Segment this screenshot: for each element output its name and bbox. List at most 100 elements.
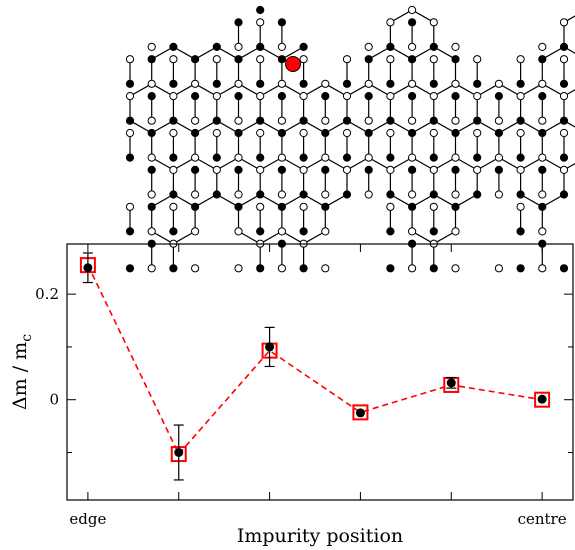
lattice-atom — [234, 264, 243, 273]
lattice-atom — [277, 190, 286, 199]
lattice-atom — [451, 202, 460, 211]
lattice-atom — [451, 79, 460, 88]
lattice-atom — [277, 128, 286, 138]
lattice-bond — [542, 46, 565, 60]
lattice-atom — [256, 153, 265, 162]
lattice-atom — [386, 18, 395, 27]
lattice-atom — [212, 55, 221, 64]
lattice-atom — [342, 153, 352, 162]
lattice-atom — [559, 42, 569, 52]
lattice-atom — [451, 116, 460, 125]
lattice-atom — [256, 202, 265, 211]
lattice-bond — [390, 83, 413, 97]
lattice-atom — [277, 92, 286, 101]
lattice-bond — [498, 157, 521, 171]
lattice-bond — [433, 120, 456, 134]
lattice-atom — [277, 42, 286, 52]
lattice-atom — [364, 55, 373, 64]
y-axis-title: Δm / mc — [9, 334, 35, 410]
lattice-atom — [321, 202, 330, 211]
lattice-bond — [520, 120, 543, 134]
lattice-atom — [277, 55, 286, 64]
lattice-bond — [259, 157, 283, 171]
lattice-atom — [234, 190, 243, 199]
lattice-atom — [451, 153, 460, 162]
lattice-atom — [212, 79, 221, 88]
lattice-bond — [238, 157, 261, 171]
lattice-atom — [429, 79, 438, 88]
lattice-bond — [390, 193, 413, 208]
lattice-atom — [169, 165, 178, 174]
model-point — [534, 391, 551, 408]
lattice-bond — [216, 157, 239, 171]
lattice-atom — [408, 227, 417, 236]
model-line — [87, 264, 543, 456]
lattice-atom — [473, 190, 482, 199]
lattice-atom — [408, 165, 417, 174]
lattice-atom — [256, 5, 265, 15]
lattice-atom — [169, 190, 178, 199]
lattice-bond — [455, 120, 478, 134]
lattice-bond — [281, 193, 304, 208]
lattice-atom — [494, 264, 503, 273]
lattice-atom — [429, 165, 438, 174]
lattice-atom — [125, 79, 135, 88]
lattice-atom — [451, 264, 460, 273]
y-tick-label: 0 — [49, 391, 59, 409]
lattice-bond — [281, 230, 304, 245]
lattice-atom — [516, 79, 525, 88]
data-point — [265, 342, 275, 352]
lattice-bond — [303, 120, 326, 134]
lattice-bond — [259, 46, 283, 60]
lattice-atom — [408, 202, 417, 211]
lattice-atom — [494, 116, 503, 125]
lattice-atom — [147, 42, 156, 52]
data-point — [446, 378, 456, 388]
lattice-atom — [256, 190, 265, 199]
lattice-atom — [147, 227, 156, 236]
lattice-atom — [408, 5, 417, 15]
lattice-bond — [238, 46, 261, 60]
data-point — [174, 447, 184, 457]
lattice-bond — [411, 9, 435, 23]
lattice-bond — [281, 46, 304, 60]
lattice-bond — [411, 193, 435, 208]
lattice-atom — [516, 165, 525, 174]
lattice-bond — [368, 120, 391, 134]
x-axis-title: Impurity position — [237, 525, 403, 547]
lattice-atom — [386, 165, 395, 174]
lattice-atom — [429, 264, 438, 273]
lattice-bond — [151, 157, 174, 171]
lattice-atom — [299, 55, 308, 64]
lattice-bond — [390, 46, 413, 60]
lattice-atom — [321, 79, 330, 88]
lattice-atom — [473, 79, 482, 88]
lattice-atom — [494, 92, 503, 101]
lattice-atom — [516, 264, 525, 273]
lattice-bond — [238, 120, 261, 134]
data-point — [355, 408, 365, 418]
lattice-atom — [125, 116, 135, 125]
lattice-atom — [386, 79, 395, 88]
lattice-bond — [303, 157, 326, 171]
lattice-atom — [559, 128, 569, 138]
lattice-atom — [147, 264, 156, 273]
lattice-atom — [386, 153, 395, 162]
lattice-atom — [451, 42, 460, 52]
lattice-atom — [538, 116, 547, 125]
lattice-atom — [516, 128, 525, 138]
lattice-atom — [451, 55, 460, 64]
lattice-atom — [473, 116, 482, 125]
lattice-bond — [346, 157, 369, 171]
lattice-atom — [321, 128, 330, 138]
lattice-atom — [299, 79, 308, 88]
lattice-atom — [147, 153, 156, 162]
lattice-atom — [386, 264, 395, 273]
lattice-atom — [169, 116, 178, 125]
lattice-bond — [325, 120, 348, 134]
lattice-bond — [390, 120, 413, 134]
lattice-atom — [277, 153, 286, 162]
lattice-atom — [147, 79, 156, 88]
lattice-bond — [542, 83, 565, 97]
lattice-atom — [212, 92, 221, 101]
